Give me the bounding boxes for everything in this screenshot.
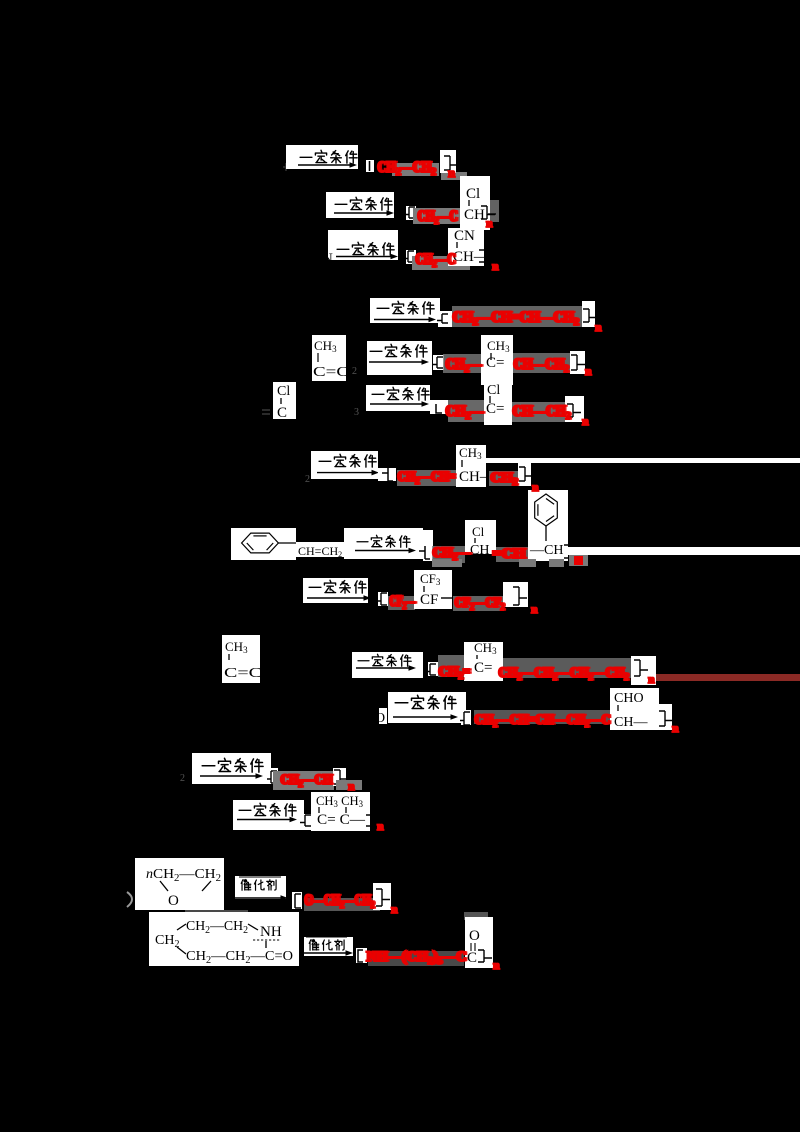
svg-text:CH2—: CH2— [447, 403, 486, 422]
svg-text:n: n [348, 779, 355, 793]
svg-text:CH—CH2: CH—CH2 [515, 356, 570, 375]
svg-text:CF3: CF3 [420, 571, 441, 587]
svg-text:Cl: Cl [277, 384, 290, 399]
svg-text:CH2—CH: CH2—CH [282, 772, 334, 790]
svg-text:CN: CN [454, 228, 475, 244]
svg-text:—CH: —CH [529, 543, 563, 558]
svg-text:n: n [585, 364, 592, 378]
svg-text:C= C—: C= C— [317, 812, 366, 828]
svg-text:Cl: Cl [466, 186, 480, 202]
svg-text:n: n [146, 867, 153, 882]
svg-text:CH2: CH2 [155, 933, 179, 950]
svg-text:n: n [672, 721, 679, 735]
svg-text:CH2—CH=: CH2—CH= [397, 469, 455, 487]
svg-text:CH2—CH2: CH2—CH2 [153, 867, 221, 884]
svg-text:CH3: CH3 [225, 639, 248, 655]
svg-text:2: 2 [305, 474, 310, 485]
svg-text:CH2—C: CH2—C [419, 208, 459, 227]
svg-text:CH2—C: CH2—C [417, 251, 457, 270]
svg-text:CH2—CH2—CH2—CH2: CH2—CH2—CH2—CH2 [498, 665, 628, 683]
svg-text:CH2—CH2—C=O: CH2—CH2—C=O [186, 949, 293, 966]
svg-text:n: n [582, 414, 589, 428]
svg-text:CH2—CH2—CH2—CH2: CH2—CH2—CH2—CH2 [500, 665, 630, 683]
svg-text:CH2—: CH2— [432, 545, 471, 563]
svg-text:CH: CH [464, 207, 485, 223]
svg-text:CH2—CH=CH—CH2: CH2—CH=CH—CH2 [452, 309, 578, 328]
svg-text:n: n [532, 480, 539, 494]
svg-text:CH2—CH=CH—CH2—C: CH2—CH=CH—CH2—C [476, 712, 612, 730]
svg-text:CH2—: CH2— [445, 356, 482, 375]
svg-text:3: 3 [354, 407, 359, 418]
svg-text:C: C [467, 950, 477, 966]
svg-text:CH2—: CH2— [434, 545, 473, 563]
svg-text:CH2—CH2: CH2—CH2 [379, 159, 437, 178]
svg-text:Cl: Cl [487, 383, 500, 398]
svg-text:CH3: CH3 [474, 640, 497, 656]
svg-text:=CH: =CH [494, 546, 527, 562]
svg-text:n: n [648, 672, 655, 686]
svg-text:O—CH2—CH2: O—CH2—CH2 [306, 892, 376, 911]
svg-text:n: n [391, 902, 398, 916]
svg-text:CH2=: CH2= [440, 664, 472, 682]
svg-text:C=: C= [474, 660, 492, 676]
svg-text:Cl: Cl [472, 524, 485, 539]
svg-text:CH—CH2: CH—CH2 [514, 403, 572, 422]
svg-text:n: n [377, 819, 384, 833]
svg-text:CH—: CH— [453, 249, 490, 265]
svg-text:CH—CH2: CH—CH2 [512, 403, 570, 422]
svg-text:n: n [595, 320, 602, 334]
svg-text:CH3: CH3 [487, 338, 510, 354]
svg-text:C=: C= [486, 401, 504, 417]
svg-text:CH2—CH=: CH2—CH= [399, 469, 457, 487]
svg-text:CH—: CH— [459, 469, 496, 485]
svg-text:n: n [492, 259, 499, 273]
svg-text:CH2—: CH2— [445, 403, 484, 422]
svg-text:CH2—C: CH2—C [417, 208, 457, 227]
svg-text:CH=CH2: CH=CH2 [298, 544, 342, 559]
svg-text:n: n [531, 602, 538, 616]
svg-text:N: N [322, 251, 333, 267]
svg-text:CH2—: CH2— [447, 356, 484, 375]
svg-text:CHO: CHO [614, 691, 644, 706]
svg-text:CH2: CH2 [490, 470, 517, 488]
svg-text:CH2—CH2: CH2—CH2 [186, 919, 248, 936]
svg-text:CF2—CF2: CF2—CF2 [456, 595, 506, 613]
svg-text:C=C: C=C [313, 365, 349, 380]
svg-text:CH2: CH2 [492, 470, 519, 488]
svg-text:CF2—: CF2— [391, 593, 418, 612]
svg-text:n: n [486, 216, 493, 230]
svg-text:CF2—CF2: CF2—CF2 [454, 595, 504, 613]
svg-text:CH3 CH3: CH3 CH3 [316, 793, 363, 809]
svg-text:C=C: C=C [224, 666, 262, 681]
svg-text:O—CH2—CH2: O—CH2—CH2 [304, 892, 374, 911]
svg-text:NH—(CH2)5—C: NH—(CH2)5—C [366, 949, 466, 967]
svg-text:2: 2 [352, 366, 357, 377]
svg-text:CH—CH2: CH—CH2 [513, 356, 568, 375]
svg-text:=CH: =CH [492, 546, 525, 562]
svg-text:C=: C= [486, 355, 504, 371]
svg-text:O: O [375, 711, 385, 726]
svg-text:NH: NH [260, 924, 282, 940]
svg-text:CH3: CH3 [314, 338, 337, 354]
svg-text:CH2—CH=CH—CH2: CH2—CH=CH—CH2 [454, 309, 580, 328]
svg-text:CH2=: CH2= [438, 664, 470, 682]
svg-text:C: C [277, 405, 287, 421]
svg-text:CH: CH [470, 543, 489, 558]
svg-text:CH3: CH3 [459, 445, 482, 461]
svg-text:O: O [168, 893, 179, 909]
svg-text:CF2—: CF2— [389, 593, 416, 612]
svg-text:CH2—C: CH2—C [415, 251, 455, 270]
svg-text:NH—(CH2)5—C: NH—(CH2)5—C [368, 949, 468, 967]
svg-text:CH2—CH2: CH2—CH2 [377, 159, 435, 178]
svg-text:n: n [448, 165, 456, 180]
svg-text:CH2—CH=CH—CH2—C: CH2—CH=CH—CH2—C [474, 712, 610, 730]
svg-text:CF: CF [420, 592, 438, 608]
svg-text:CH—: CH— [614, 715, 648, 730]
svg-text:n: n [493, 958, 500, 972]
svg-text:2: 2 [180, 773, 185, 784]
svg-text:O: O [469, 928, 480, 944]
svg-text:CH2—CH: CH2—CH [280, 772, 332, 790]
